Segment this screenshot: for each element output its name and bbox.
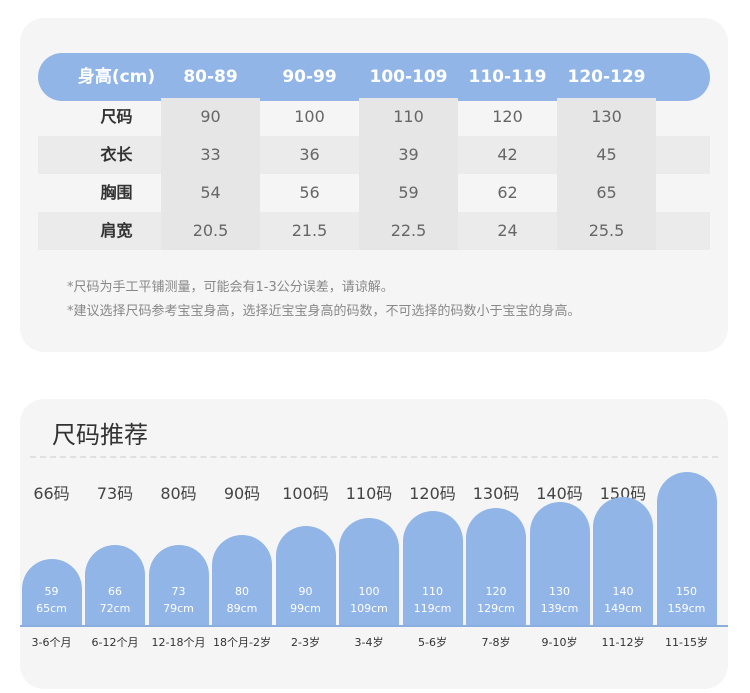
table-cell: 20.5 [192,221,229,240]
table-cell: 130 [591,107,622,126]
bar-height-min: 110 [422,585,443,598]
baseline [20,625,728,627]
bar-height-max: 139cm [540,602,579,615]
column-shade [557,98,656,250]
size-label: 90码 [223,484,261,503]
bar-height-min: 100 [358,585,380,598]
row-label-shoulder: 肩宽 [100,221,133,240]
row-label-chest: 胸围 [100,183,133,202]
bar-height-min: 59 [44,585,59,598]
bar-height-min: 73 [171,585,186,598]
size-table-header: 身高(cm) 80-89 90-99 100-109 110-119 120-1… [38,53,710,101]
size-bar [148,545,209,625]
size-label: 66码 [33,484,70,503]
row-label-size: 尺码 [100,107,133,126]
size-bar [21,559,82,625]
size-label: 140码 [536,484,583,503]
table-cell: 39 [398,145,419,164]
bar-height-min: 140 [612,585,634,598]
size-bar [529,502,590,625]
age-label: 3-4岁 [354,636,384,649]
bar-height-min: 90 [298,585,313,598]
size-bar [339,518,399,625]
column-shade [359,98,458,250]
bar-height-min: 120 [485,585,507,598]
bar-height-max: 99cm [290,602,321,615]
header-range-1: 80-89 [183,67,238,87]
table-cell: 22.5 [390,221,427,240]
bar-height-max: 119cm [413,602,452,615]
bar-height-max: 65cm [36,602,67,615]
size-bar [212,535,272,625]
table-cell: 100 [294,107,325,126]
table-cell: 36 [299,145,320,164]
size-bar [466,508,526,625]
column-shade [161,98,260,250]
bar-height-max: 159cm [667,602,706,615]
size-bar [656,472,717,625]
table-cell: 59 [398,183,419,202]
age-label: 7-8岁 [481,636,511,649]
size-label: 100码 [282,484,329,503]
header-range-2: 90-99 [282,67,337,87]
bar-height-max: 129cm [477,602,515,615]
measurement-note: *尺码为手工平铺测量，可能会有1-3公分误差，请谅解。 [67,280,394,295]
dashed-divider [30,456,718,458]
size-label: 80码 [160,484,197,503]
bar-height-min: 66 [108,585,122,598]
table-cell: 90 [200,107,221,126]
header-range-5: 120-129 [567,67,646,87]
size-label: 73码 [96,484,134,503]
age-label: 9-10岁 [541,636,578,649]
age-label: 5-6岁 [418,636,447,649]
age-label: 6-12个月 [91,636,139,649]
bar-height-max: 72cm [99,602,131,615]
age-label: 11-12岁 [601,636,645,649]
size-label: 120码 [409,484,456,503]
table-cell: 33 [200,145,221,164]
table-cell: 65 [596,183,617,202]
age-label: 18个月-2岁 [213,636,271,649]
size-bar [85,545,145,625]
bar-height-min: 150 [676,585,697,598]
table-cell: 42 [497,145,518,164]
size-advice-note: *建议选择尺码参考宝宝身高，选择近宝宝身高的码数，不可选择的码数小于宝宝的身高。 [67,304,581,319]
bar-height-max: 109cm [350,602,388,615]
table-cell: 45 [596,145,617,164]
size-bar [593,497,653,625]
age-label: 11-15岁 [665,636,708,649]
bar-height-min: 130 [549,585,570,598]
header-range-4: 110-119 [468,67,547,87]
table-cell: 110 [393,107,424,126]
row-label-length: 衣长 [100,145,133,164]
header-range-3: 100-109 [369,67,448,87]
table-cell: 24 [497,221,518,240]
bar-height-max: 89cm [226,602,258,615]
age-label: 3-6个月 [31,636,72,649]
size-label: 110码 [345,484,393,503]
size-bar [275,526,336,625]
age-label: 12-18个月 [151,636,206,649]
table-cell: 56 [299,183,320,202]
table-cell: 120 [492,107,523,126]
size-label: 130码 [472,484,520,503]
bar-height-max: 79cm [163,602,194,615]
bar-height-max: 149cm [604,602,642,615]
table-cell: 25.5 [588,221,625,240]
section-title: 尺码推荐 [52,421,148,449]
bar-height-min: 80 [235,585,249,598]
table-cell: 54 [200,183,221,202]
size-bar [402,511,463,625]
age-label: 2-3岁 [291,636,320,649]
size-table-body: 尺码 90 100 110 120 130 衣长 33 36 39 42 45 … [38,98,710,250]
table-cell: 21.5 [291,221,328,240]
table-cell: 62 [497,183,518,202]
header-height-label: 身高(cm) [77,67,156,87]
